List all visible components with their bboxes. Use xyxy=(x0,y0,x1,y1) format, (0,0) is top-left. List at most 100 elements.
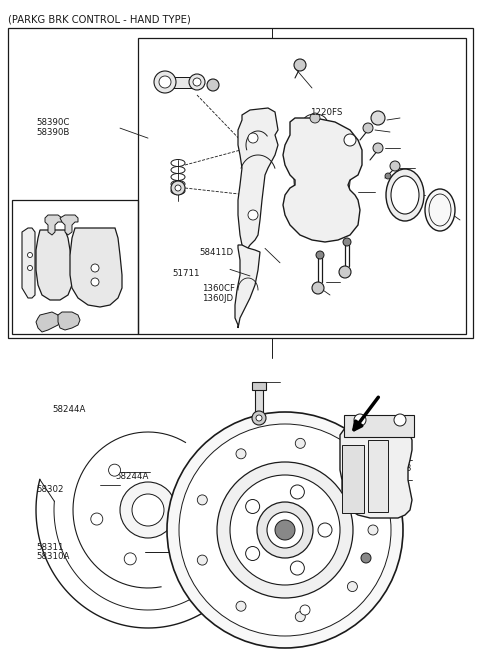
Circle shape xyxy=(290,485,304,499)
Circle shape xyxy=(348,581,358,591)
Circle shape xyxy=(295,612,305,622)
Circle shape xyxy=(371,111,385,125)
Circle shape xyxy=(124,553,136,565)
Polygon shape xyxy=(70,228,122,307)
Text: 1220FS: 1220FS xyxy=(310,108,342,118)
Text: 58390C: 58390C xyxy=(36,118,70,127)
Text: 58164E: 58164E xyxy=(312,491,345,501)
Circle shape xyxy=(217,462,353,598)
Text: 58213: 58213 xyxy=(341,526,368,535)
Circle shape xyxy=(108,464,120,476)
Circle shape xyxy=(316,251,324,259)
Text: 58222: 58222 xyxy=(269,477,296,486)
Text: 58120: 58120 xyxy=(322,562,349,571)
Circle shape xyxy=(310,113,320,123)
Text: 58390B: 58390B xyxy=(36,128,70,137)
Circle shape xyxy=(354,414,366,426)
Text: 58400A: 58400A xyxy=(257,622,290,631)
Circle shape xyxy=(175,544,187,556)
Circle shape xyxy=(373,143,383,153)
Circle shape xyxy=(295,438,305,448)
Circle shape xyxy=(27,265,33,271)
Circle shape xyxy=(248,133,258,143)
Circle shape xyxy=(252,411,266,425)
Text: 58310A: 58310A xyxy=(36,552,70,561)
Polygon shape xyxy=(45,215,62,235)
Circle shape xyxy=(179,424,391,636)
Circle shape xyxy=(236,449,246,459)
Text: 58244A: 58244A xyxy=(115,472,149,481)
Polygon shape xyxy=(36,312,60,332)
Circle shape xyxy=(236,601,246,611)
Polygon shape xyxy=(340,420,412,518)
Circle shape xyxy=(197,495,207,505)
Polygon shape xyxy=(22,228,35,298)
Circle shape xyxy=(91,264,99,272)
Circle shape xyxy=(154,71,176,93)
Circle shape xyxy=(361,553,371,563)
Polygon shape xyxy=(36,230,72,300)
Text: 58411D: 58411D xyxy=(199,248,233,258)
Ellipse shape xyxy=(386,169,424,221)
Bar xyxy=(368,440,388,512)
Polygon shape xyxy=(238,108,278,248)
Circle shape xyxy=(171,181,185,195)
Text: 58232: 58232 xyxy=(373,506,401,515)
Polygon shape xyxy=(235,245,260,328)
Circle shape xyxy=(312,282,324,294)
Circle shape xyxy=(318,523,332,537)
Text: 58244A: 58244A xyxy=(53,405,86,415)
Text: 58233: 58233 xyxy=(384,464,411,473)
Circle shape xyxy=(207,79,219,91)
Text: 58314: 58314 xyxy=(336,572,363,581)
Text: 58300A: 58300A xyxy=(257,632,290,641)
Circle shape xyxy=(197,555,207,565)
Bar xyxy=(8,28,473,338)
Circle shape xyxy=(300,605,310,615)
Circle shape xyxy=(257,502,313,558)
Circle shape xyxy=(256,415,262,421)
Text: 58302: 58302 xyxy=(36,485,63,494)
Circle shape xyxy=(246,547,260,560)
Circle shape xyxy=(394,414,406,426)
Text: 58163B: 58163B xyxy=(235,572,269,581)
Bar xyxy=(12,200,138,334)
Circle shape xyxy=(344,134,356,146)
Circle shape xyxy=(368,525,378,535)
Circle shape xyxy=(132,494,164,526)
Circle shape xyxy=(385,173,391,179)
Ellipse shape xyxy=(391,176,419,214)
Circle shape xyxy=(120,482,176,538)
Text: 1360CF: 1360CF xyxy=(202,284,235,294)
Bar xyxy=(255,388,263,416)
Bar xyxy=(168,77,196,88)
Circle shape xyxy=(27,252,33,258)
Circle shape xyxy=(290,561,304,575)
Circle shape xyxy=(339,266,351,278)
Circle shape xyxy=(175,185,181,191)
Bar xyxy=(342,445,364,513)
Polygon shape xyxy=(283,118,362,242)
Circle shape xyxy=(230,475,340,585)
Circle shape xyxy=(189,74,205,90)
Text: (PARKG BRK CONTROL - HAND TYPE): (PARKG BRK CONTROL - HAND TYPE) xyxy=(8,14,191,24)
Text: 58221: 58221 xyxy=(341,551,368,560)
Text: 51711: 51711 xyxy=(173,269,200,279)
Circle shape xyxy=(363,123,373,133)
Circle shape xyxy=(294,59,306,71)
Circle shape xyxy=(246,499,260,514)
Text: 58311: 58311 xyxy=(36,543,63,553)
Circle shape xyxy=(348,468,358,478)
Circle shape xyxy=(248,210,258,220)
Ellipse shape xyxy=(425,189,455,231)
Text: 1360JD: 1360JD xyxy=(202,294,233,304)
Circle shape xyxy=(193,78,201,86)
Circle shape xyxy=(91,278,99,286)
Circle shape xyxy=(343,238,351,246)
Polygon shape xyxy=(60,215,78,235)
Bar xyxy=(252,382,266,390)
Circle shape xyxy=(159,76,171,88)
Circle shape xyxy=(167,412,403,648)
Circle shape xyxy=(390,161,400,171)
Bar xyxy=(344,415,414,437)
